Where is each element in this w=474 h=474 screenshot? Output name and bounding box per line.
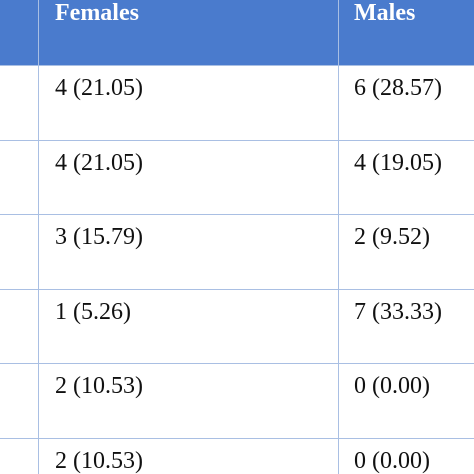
table-cell: 2 (9.52) [354,224,430,250]
row-divider [0,65,474,66]
row-divider [0,438,474,439]
table-cell: 3 (15.79) [55,224,143,250]
column-divider [338,0,339,474]
header-cell: Males [354,0,416,26]
row-divider [0,289,474,290]
table-cell: 7 (33.33) [354,299,442,325]
table-cell: 4 (21.05) [55,75,143,101]
table-cell: 2 (10.53) [55,448,143,474]
header-row [0,0,474,65]
table-cell: 2 (10.53) [55,373,143,399]
table-cell: 0 (0.00) [354,448,430,474]
table-cell: 4 (19.05) [354,150,442,176]
table-cell: 6 (28.57) [354,75,442,101]
table-cell: 0 (0.00) [354,373,430,399]
header-cell: Females [55,0,139,26]
column-divider [38,0,39,474]
row-divider [0,214,474,215]
table-cell: 1 (5.26) [55,299,131,325]
table-cell: 4 (21.05) [55,150,143,176]
row-divider [0,363,474,364]
row-divider [0,140,474,141]
